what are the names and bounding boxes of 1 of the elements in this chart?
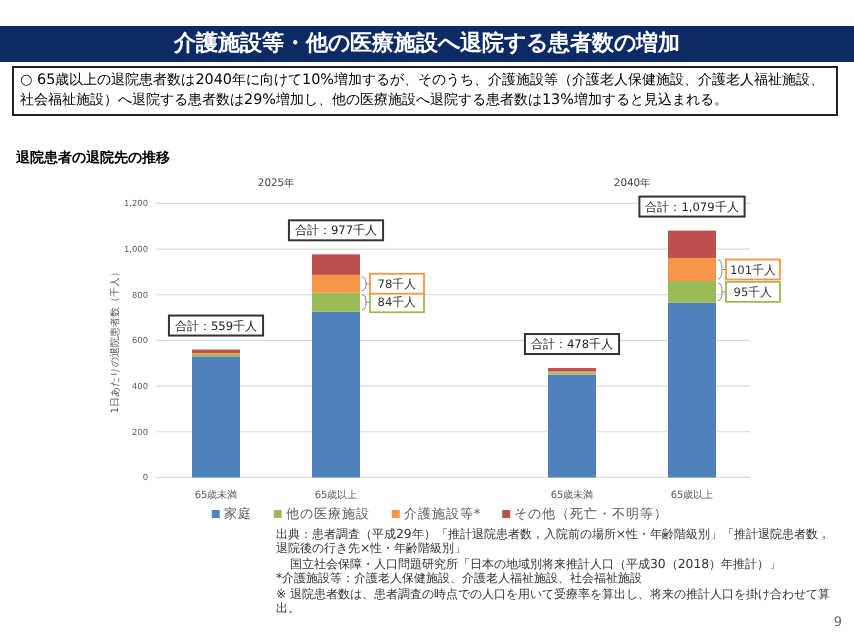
chart-title: 介護施設等・他の医療施設へ退院する患者数の増加 <box>0 26 854 62</box>
